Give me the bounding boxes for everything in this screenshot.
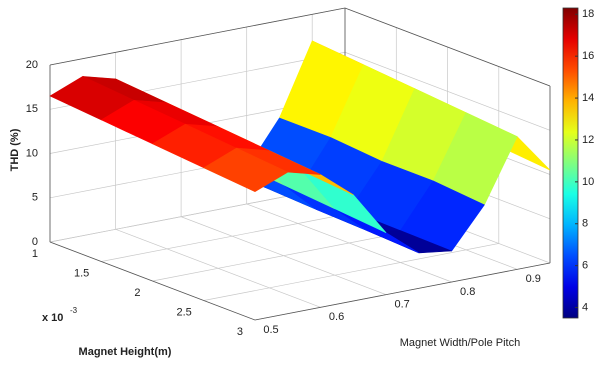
- z-tick-label: 15: [26, 103, 38, 115]
- grid-line: [203, 66, 500, 301]
- x-tick-label: 0.9: [526, 273, 541, 285]
- colorbar-tick-label: 10: [582, 176, 594, 188]
- box-edge: [49, 241, 551, 321]
- y-tick-label: 1.5: [74, 267, 89, 279]
- x-tick-label: 0.7: [394, 299, 409, 311]
- surface-patch: [203, 147, 289, 193]
- x-tick-label: 0.8: [460, 286, 475, 298]
- colorbar-tick-label: 12: [582, 134, 594, 146]
- z-tick-label: 0: [32, 236, 38, 248]
- y-tick-label: 2: [134, 287, 140, 299]
- colorbar-tick-label: 8: [582, 218, 588, 230]
- z-tick-label: 5: [32, 192, 38, 204]
- colorbar-tick-label: 16: [582, 50, 594, 62]
- z-tick-label: 10: [26, 147, 38, 159]
- y-multiplier-exponent: -3: [70, 306, 78, 315]
- colorbar-tick-label: 6: [582, 260, 588, 272]
- y-axis-label: Magnet Height(m): [79, 346, 172, 358]
- colorbar-tick-label: 4: [582, 301, 588, 313]
- y-tick-label: 1: [32, 248, 38, 260]
- z-tick-label: 20: [26, 59, 38, 71]
- x-axis-label: Magnet Width/Pole Pitch: [400, 337, 520, 349]
- colorbar-tick-label: 14: [582, 92, 594, 104]
- y-tick-label: 2.5: [176, 306, 191, 318]
- y-multiplier: x 10: [42, 312, 63, 324]
- colorbar-tick-label: 18: [582, 8, 594, 20]
- x-tick-label: 0.6: [329, 311, 344, 323]
- z-axis-label: THD (%): [9, 128, 21, 171]
- colorbar: [562, 7, 579, 319]
- x-tick-label: 0.5: [263, 324, 278, 336]
- y-tick-label: 3: [237, 326, 243, 338]
